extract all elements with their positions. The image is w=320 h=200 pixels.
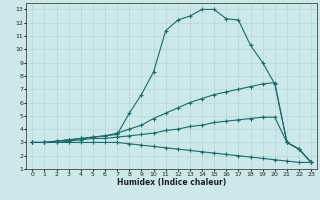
X-axis label: Humidex (Indice chaleur): Humidex (Indice chaleur) (117, 178, 226, 187)
